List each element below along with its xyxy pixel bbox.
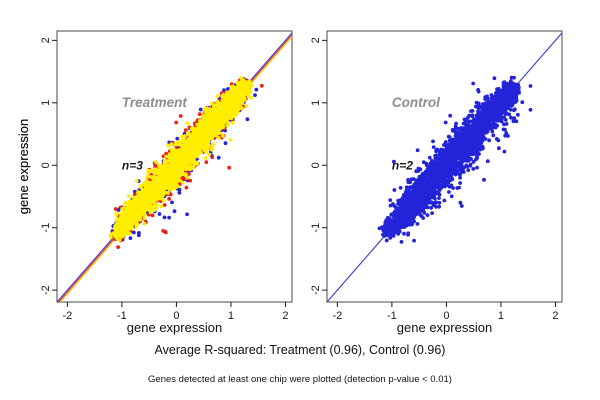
y-tick-label: 1	[310, 100, 322, 106]
n-chips-label-treatment: n=3	[122, 158, 143, 172]
scatter-series-chip-blue	[377, 75, 533, 244]
x-axis-title: gene expression	[397, 320, 492, 335]
y-tick-label: -2	[40, 285, 52, 295]
x-tick-label: 1	[228, 310, 234, 322]
y-tick-label: 1	[40, 100, 52, 106]
x-tick-label: 2	[552, 310, 558, 322]
y-tick-label: 0	[310, 162, 322, 168]
y-tick-label: 2	[310, 37, 322, 43]
n-chips-label-control: n=2	[392, 158, 413, 172]
y-axis-title: gene expression	[16, 119, 31, 214]
plot-frame	[56, 30, 293, 303]
panel-treatment: -2 -1 0 1 2 -2 -1 0 1 2 gene expression gene expres…	[16, 30, 293, 335]
y-axis-title: gene expression	[16, 119, 31, 214]
plot-frame	[326, 30, 563, 303]
x-tick-label: -1	[117, 310, 127, 322]
x-tick-label: 1	[498, 310, 504, 322]
x-tick-label: 2	[282, 310, 288, 322]
x-tick-label: 0	[173, 310, 179, 322]
x-tick-label: -1	[387, 310, 397, 322]
y-tick-label: 0	[40, 162, 52, 168]
y-tick-label: 2	[40, 37, 52, 43]
panel-title-treatment: Treatment	[122, 95, 188, 110]
y-tick-label: -1	[40, 223, 52, 233]
panel-title-control: Control	[392, 95, 440, 110]
x-tick-label: 0	[443, 310, 449, 322]
scatter-series-chip-yellow	[108, 76, 254, 243]
y-tick-label: -1	[310, 223, 322, 233]
detection-footnote: Genes detected at least one chip were pl…	[148, 374, 452, 385]
x-axis-title: gene expression	[127, 320, 222, 335]
y-tick-label: -2	[310, 285, 322, 295]
panel-control: -2 -1 0 1 2 -2 -1 0 1 2 gene expression gene expres…	[16, 30, 563, 335]
x-tick-label: -2	[332, 310, 342, 322]
x-tick-label: -2	[62, 310, 72, 322]
r-squared-caption: Average R-squared: Treatment (0.96), Con…	[154, 343, 446, 357]
scatter-plots-canvas: -2 -1 0 1 2 -2 -1 0 1 2 gene expression gene expres…	[16, 30, 563, 335]
